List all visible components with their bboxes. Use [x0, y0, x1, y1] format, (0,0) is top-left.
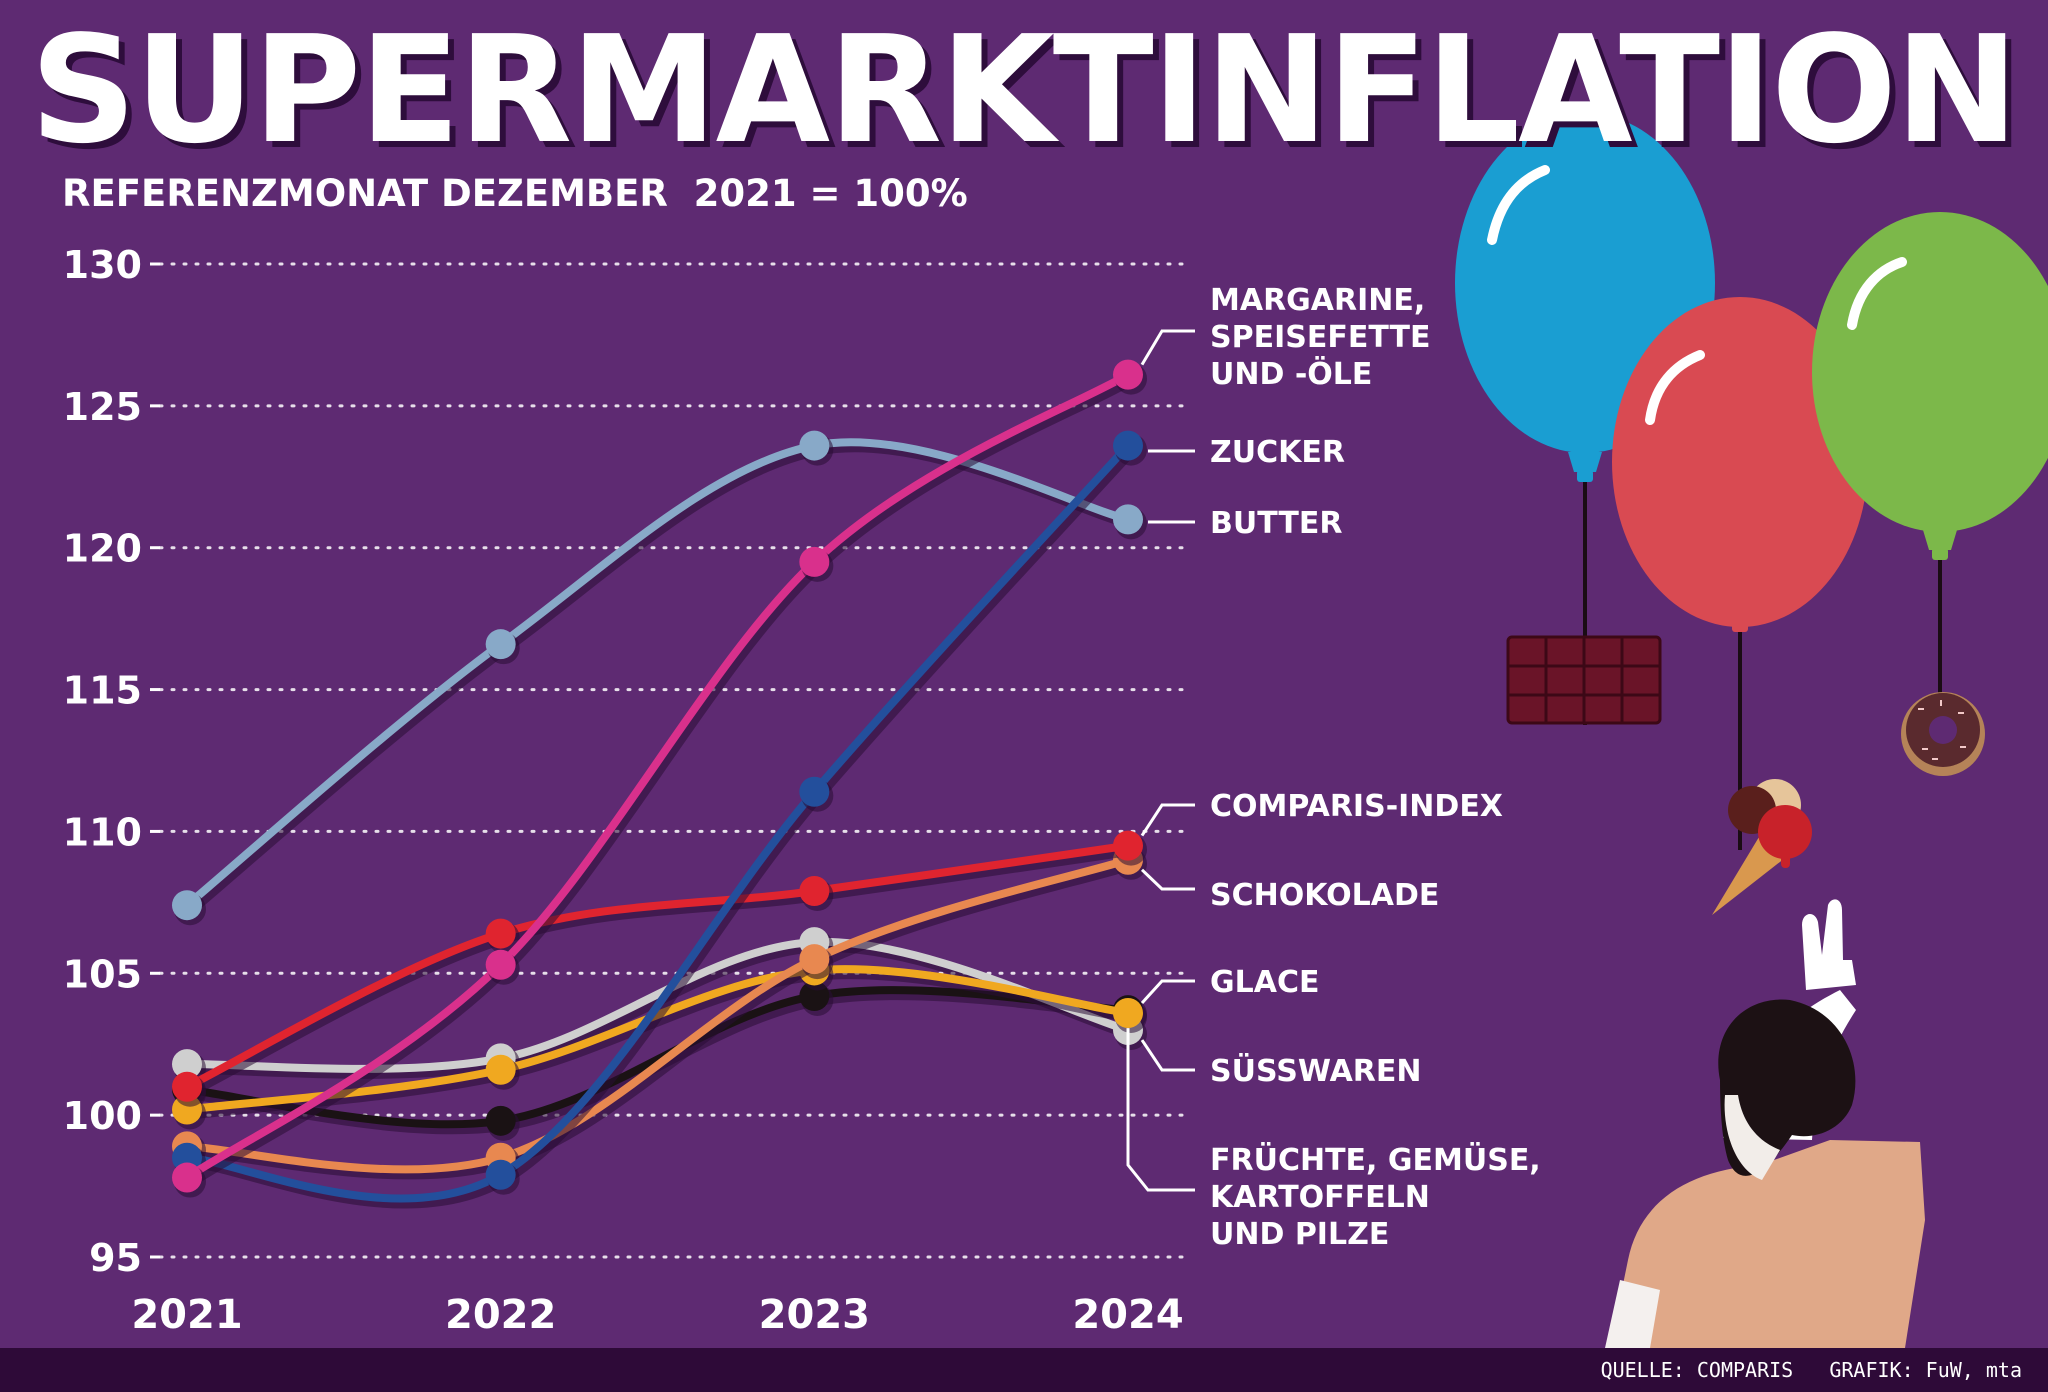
data-point — [799, 776, 830, 807]
data-point — [485, 1105, 516, 1136]
x-tick-label: 2022 — [445, 1292, 556, 1338]
data-point — [172, 890, 202, 921]
series-line — [183, 841, 1132, 1091]
source-credit: QUELLE: COMPARIS GRAFIK: FuW, mta — [1600, 1358, 2022, 1382]
line-shadow — [186, 845, 1137, 1097]
x-tick-label: 2021 — [131, 1292, 242, 1338]
series-label-line: UND PILZE — [1210, 1217, 1389, 1252]
red-balloon-icon — [1612, 297, 1868, 632]
y-tick-label: 115 — [63, 669, 142, 713]
y-tick-label: 95 — [89, 1236, 142, 1280]
series-label: SÜSSWAREN — [1140, 1039, 1422, 1089]
chocolate-bar-icon — [1506, 635, 1662, 725]
series-zucker — [172, 430, 1147, 1209]
leader-line — [1140, 329, 1195, 366]
x-axis: 2021 2022 2023 2024 — [131, 1292, 1183, 1338]
y-axis: 95 100 105 110 115 120 125 130 — [63, 243, 142, 1280]
green-balloon-icon — [1812, 212, 2048, 560]
series-line — [183, 370, 1132, 1182]
grid-lines — [150, 262, 1192, 1259]
series-label-line: KARTOFFELN — [1210, 1180, 1430, 1215]
series-label-line: ZUCKER — [1210, 435, 1345, 470]
ice-cream-icon — [1712, 779, 1812, 915]
series-line — [183, 438, 1132, 910]
series-label: SCHOKOLADE — [1140, 868, 1439, 913]
x-tick-label: 2023 — [759, 1292, 870, 1338]
series-lines — [172, 359, 1147, 1209]
series-label: ZUCKER — [1148, 435, 1345, 470]
data-point — [485, 1159, 516, 1190]
series-label: GLACE — [1140, 965, 1319, 1005]
donut-icon — [1901, 692, 1985, 776]
leader-line — [1140, 979, 1195, 1005]
leader-line — [1140, 803, 1195, 837]
series-label-line: SPEISEFETTE — [1210, 320, 1430, 355]
series-label-line: MARGARINE, — [1210, 283, 1425, 318]
series-margarine-speisefette-und-öle — [172, 359, 1147, 1198]
series-label-line: COMPARIS-INDEX — [1210, 789, 1503, 824]
series-line — [183, 855, 1132, 1174]
data-point — [1113, 359, 1143, 390]
y-tick-label: 120 — [63, 527, 142, 571]
data-point — [485, 949, 516, 980]
balloon-illustration — [1455, 113, 2048, 1348]
line-shadow — [186, 445, 1137, 1209]
series-label-line: GLACE — [1210, 965, 1319, 1000]
y-tick-label: 130 — [63, 243, 142, 287]
series-label-line: BUTTER — [1210, 506, 1342, 541]
page-subtitle: REFERENZMONAT DEZEMBER 2021 = 100% — [62, 172, 968, 215]
series-label-line: SCHOKOLADE — [1210, 878, 1439, 913]
data-point — [1113, 504, 1143, 535]
series-label-line: UND -ÖLE — [1210, 355, 1372, 392]
data-point — [485, 1054, 516, 1085]
data-point — [485, 918, 516, 949]
line-shadow — [186, 374, 1137, 1188]
series-label-line: FRÜCHTE, GEMÜSE, — [1210, 1141, 1541, 1178]
series-comparis-index — [172, 830, 1147, 1107]
series-butter — [172, 430, 1147, 926]
footer-bar: QUELLE: COMPARIS GRAFIK: FuW, mta — [0, 1348, 2048, 1392]
data-point — [172, 1049, 202, 1080]
data-point — [172, 1071, 202, 1102]
series-label: COMPARIS-INDEX — [1140, 789, 1503, 837]
person-icon — [1605, 899, 1925, 1348]
leader-line — [1126, 1028, 1195, 1192]
page-title: SUPERMARKTINFLATION — [30, 4, 2019, 176]
series-line — [183, 441, 1132, 1203]
data-point — [799, 430, 830, 461]
y-tick-label: 110 — [63, 810, 142, 854]
leader-line — [1140, 868, 1195, 891]
data-point — [799, 546, 830, 577]
y-tick-label: 125 — [63, 385, 142, 429]
series-label-line: SÜSSWAREN — [1210, 1052, 1422, 1089]
series-label: BUTTER — [1148, 506, 1342, 541]
data-point — [1113, 998, 1143, 1029]
series-line — [183, 986, 1132, 1129]
data-point — [1113, 830, 1143, 861]
y-tick-label: 105 — [63, 952, 142, 996]
line-shadow — [186, 859, 1137, 1180]
data-point — [485, 629, 516, 660]
data-point — [1113, 430, 1143, 461]
x-tick-label: 2024 — [1072, 1292, 1183, 1338]
leader-line — [1140, 1039, 1195, 1072]
data-point — [799, 944, 830, 975]
data-point — [172, 1162, 202, 1193]
y-tick-label: 100 — [63, 1094, 142, 1138]
data-point — [799, 876, 830, 907]
